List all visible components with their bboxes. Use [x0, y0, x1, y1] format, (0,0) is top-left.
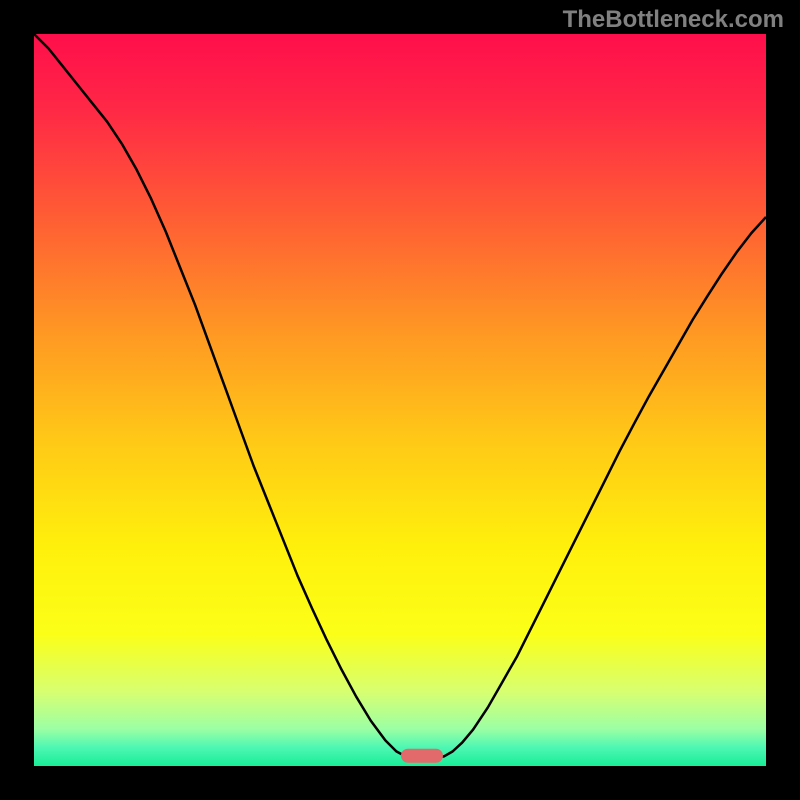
plot-area: [34, 34, 766, 766]
optimum-marker: [401, 749, 443, 763]
watermark-text: TheBottleneck.com: [563, 6, 784, 34]
gradient-background: [34, 34, 766, 766]
chart-container: TheBottleneck.com: [0, 0, 800, 800]
